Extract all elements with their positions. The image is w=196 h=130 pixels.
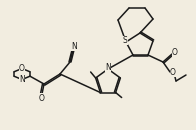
- Text: O: O: [39, 93, 45, 102]
- Text: N: N: [19, 75, 25, 84]
- Text: N: N: [105, 63, 111, 72]
- Text: N: N: [71, 41, 77, 50]
- Text: O: O: [170, 67, 176, 76]
- Text: O: O: [172, 47, 178, 57]
- Text: S: S: [123, 36, 127, 45]
- Text: O: O: [19, 64, 25, 73]
